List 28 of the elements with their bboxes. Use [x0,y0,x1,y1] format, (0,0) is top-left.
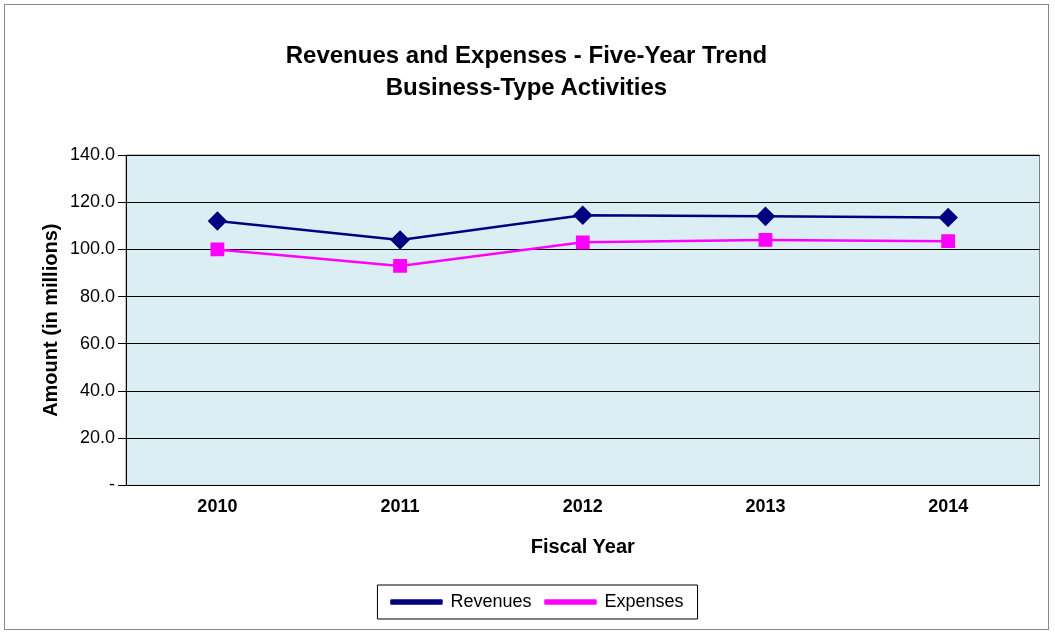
point [393,259,407,273]
x-tick-label: 2011 [380,496,420,517]
x-tick-label: 2013 [745,496,786,517]
point [210,242,225,257]
point [575,235,590,250]
chart-title: Revenues and Expenses - Five-Year Trend Business-Type Activities [284,40,769,102]
point [941,234,956,249]
y-tick-label: - [109,474,116,495]
y-tick-label: 100.0 [70,238,116,259]
point [756,207,775,226]
y-tick-label: 80.0 [80,285,116,306]
y-tick-label: 120.0 [70,191,116,212]
x-axis-title: Fiscal Year [530,534,636,557]
x-tick-label: 2014 [928,496,969,517]
point [938,208,958,227]
x-tick-label: 2012 [562,496,603,517]
y-tick-label: 140.0 [70,143,116,164]
y-tick-label: 20.0 [80,427,116,448]
y-axis-title: Amount (in millions) [38,223,61,417]
legend-label: Revenues [450,590,532,611]
point [758,233,773,247]
legend-label: Expenses [604,590,684,611]
point [573,205,593,225]
point [208,211,227,231]
point [390,230,410,250]
x-tick-label: 2010 [197,496,238,517]
y-tick-label: 40.0 [80,379,116,400]
y-tick-label: 60.0 [80,332,116,353]
